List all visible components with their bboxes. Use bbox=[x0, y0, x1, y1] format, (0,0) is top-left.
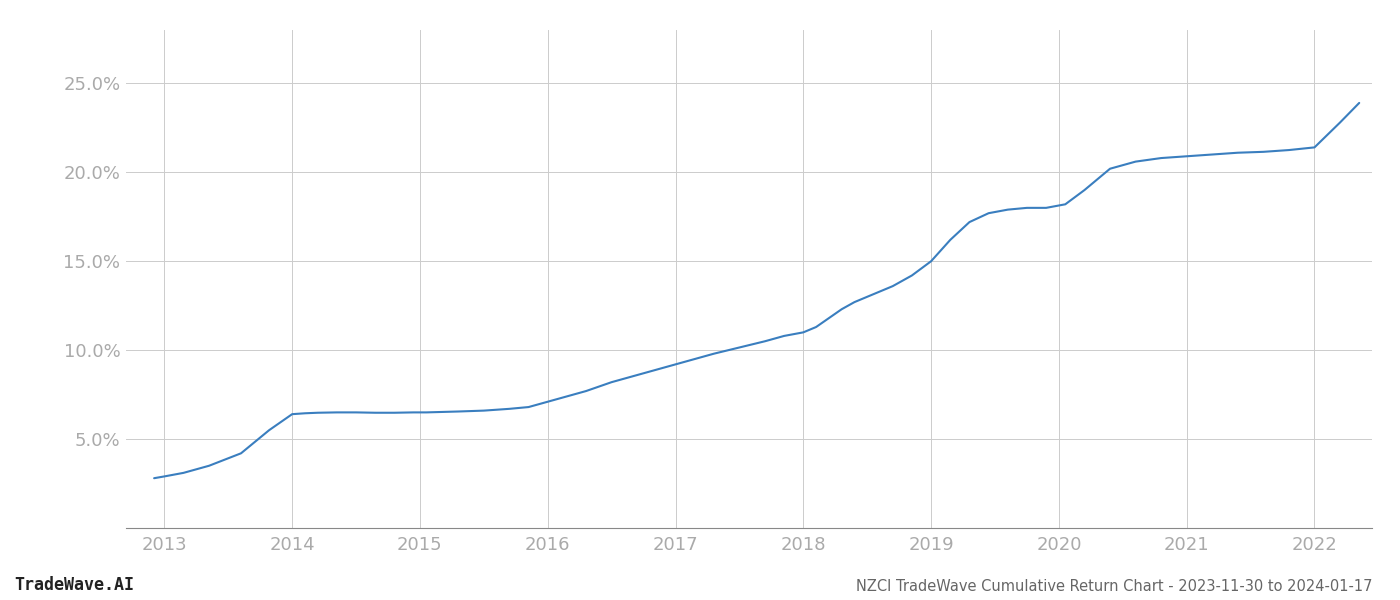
Text: TradeWave.AI: TradeWave.AI bbox=[14, 576, 134, 594]
Text: NZCI TradeWave Cumulative Return Chart - 2023-11-30 to 2024-01-17: NZCI TradeWave Cumulative Return Chart -… bbox=[855, 579, 1372, 594]
